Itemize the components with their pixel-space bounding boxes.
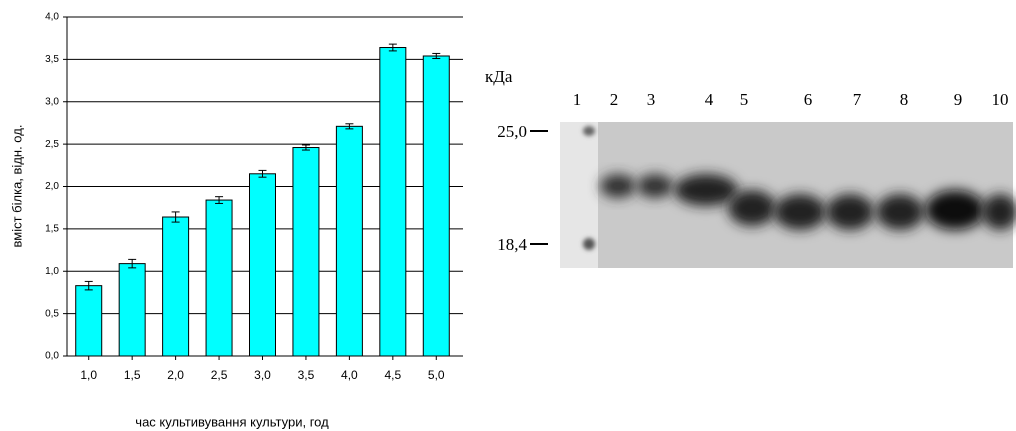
y-tick-label: 3,5 [45, 54, 59, 65]
lane-label: 5 [740, 90, 749, 109]
lane-label: 7 [853, 90, 862, 109]
x-tick-label: 1,0 [80, 368, 97, 382]
y-tick-label: 4,0 [45, 12, 59, 23]
lane-label: 4 [705, 90, 714, 109]
y-axis-title: вміст білка, відн. од. [9, 125, 24, 248]
unit-label: кДа [485, 67, 513, 86]
x-tick-label: 4,0 [341, 368, 358, 382]
lane-label: 2 [610, 90, 619, 109]
bar [292, 147, 320, 357]
marker-label: 25,0 [497, 122, 527, 141]
bar [205, 199, 233, 357]
gel-image [530, 122, 1016, 268]
y-tick-label: 1,5 [45, 224, 59, 235]
lane-label: 8 [900, 90, 909, 109]
bar [162, 216, 190, 357]
bar [379, 47, 407, 357]
lane-label: 10 [992, 90, 1009, 109]
y-tick-label: 0,0 [45, 351, 59, 362]
bar [249, 173, 276, 357]
x-tick-label: 2,0 [167, 368, 184, 382]
y-tick-label: 1,0 [45, 266, 59, 277]
marker-label: 18,4 [497, 235, 527, 254]
bar [118, 263, 146, 357]
x-tick-label: 1,5 [124, 368, 141, 382]
x-tick-label: 3,5 [298, 368, 315, 382]
lane-label: 3 [647, 90, 656, 109]
y-tick-label: 3,0 [45, 96, 59, 107]
x-tick-label: 3,0 [254, 368, 271, 382]
bar [75, 285, 103, 357]
y-tick-label: 2,0 [45, 181, 59, 192]
x-tick-label: 2,5 [211, 368, 228, 382]
y-tick-label: 0,5 [45, 308, 59, 319]
x-axis-title: час культивування культури, год [135, 414, 329, 429]
bar [335, 125, 363, 357]
x-tick-label: 5,0 [428, 368, 445, 382]
x-tick-label: 4,5 [384, 368, 401, 382]
lane-label: 1 [573, 90, 582, 109]
y-tick-label: 2,5 [45, 139, 59, 150]
lane-label: 6 [804, 90, 813, 109]
lane-label: 9 [954, 90, 963, 109]
bar [422, 55, 450, 357]
